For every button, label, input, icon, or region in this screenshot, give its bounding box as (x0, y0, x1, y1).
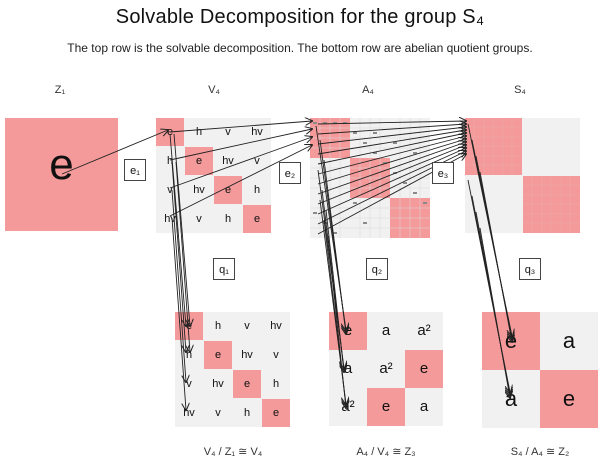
v4-cell: hv (222, 155, 234, 167)
v4-cell: e (243, 205, 271, 233)
v4q-cell: v (215, 407, 221, 419)
v4q-cell: hv (212, 378, 224, 390)
v4-cell: v (225, 126, 231, 138)
v4-cell: hv (193, 184, 205, 196)
v4q-cell: hv (241, 349, 253, 361)
embedding-box-e2: e₂ (279, 162, 301, 184)
v4q-cell: h (243, 407, 251, 419)
v4-cell: v (196, 213, 202, 225)
embedding-box-e3: e₃ (432, 162, 454, 184)
v4q-cell: v (273, 349, 279, 361)
v4q-cell: h (214, 320, 222, 332)
z3-cell: a (343, 360, 353, 377)
v4-cell: h (224, 213, 232, 225)
v4-cell: h (166, 155, 174, 167)
v4q-cell: v (186, 378, 192, 390)
group-label-v4: V₄ (208, 84, 220, 96)
v4-cell: h (195, 126, 203, 138)
v4q-cell: e (233, 370, 261, 398)
z3-cell: e (367, 388, 405, 426)
s4-table-pattern (465, 118, 580, 233)
group-label-a4: A₄ (362, 84, 374, 96)
z3-cell: a (381, 322, 391, 339)
v4q-cell: v (244, 320, 250, 332)
diagram-title: Solvable Decomposition for the group S₄ (115, 6, 485, 28)
embedding-box-e1: e₁ (124, 159, 146, 181)
v4-cell: e (214, 176, 242, 204)
z3-cell: a² (379, 360, 393, 377)
z3-cell: a (419, 398, 429, 415)
v4-cell: h (253, 184, 261, 196)
v4q-cell: hv (270, 320, 282, 332)
v4-cell: hv (164, 213, 176, 225)
z2-cell: a (562, 328, 576, 353)
z3-cell: e (405, 350, 443, 388)
quotient-box-q3: q₃ (519, 258, 541, 280)
v4q-cell: h (185, 349, 193, 361)
v4q-cell: hv (183, 407, 195, 419)
group-label-z1: Z₁ (54, 84, 66, 96)
v4q-cell: e (262, 399, 290, 427)
quotient-box-q2: q₂ (366, 258, 388, 280)
z1-cayley-table: e (5, 118, 118, 231)
quotient-label-v4: V₄ / Z₁ ≅ V₄ (203, 446, 263, 458)
diagram-subtitle: The top row is the solvable decompositio… (67, 41, 533, 55)
s4-cayley-table (465, 118, 580, 233)
v4-cell: hv (251, 126, 263, 138)
group-label-s4: S₄ (514, 84, 526, 96)
v4-cell: v (254, 155, 260, 167)
quotient-label-z3: A₄ / V₄ ≅ Z₃ (356, 446, 416, 458)
z1-cell: e (49, 140, 74, 189)
v4-quotient-table: e h v hv h e hv v v hv e h hv v h e (175, 312, 290, 427)
quotient-label-z2: S₄ / A₄ ≅ Z₂ (510, 446, 570, 458)
z2-cell: e (540, 370, 598, 428)
quotient-box-q1: q₁ (213, 258, 235, 280)
v4q-cell: h (272, 378, 280, 390)
v4-cell: v (167, 184, 173, 196)
z3-cell: a² (417, 322, 431, 339)
v4q-cell: e (204, 341, 232, 369)
